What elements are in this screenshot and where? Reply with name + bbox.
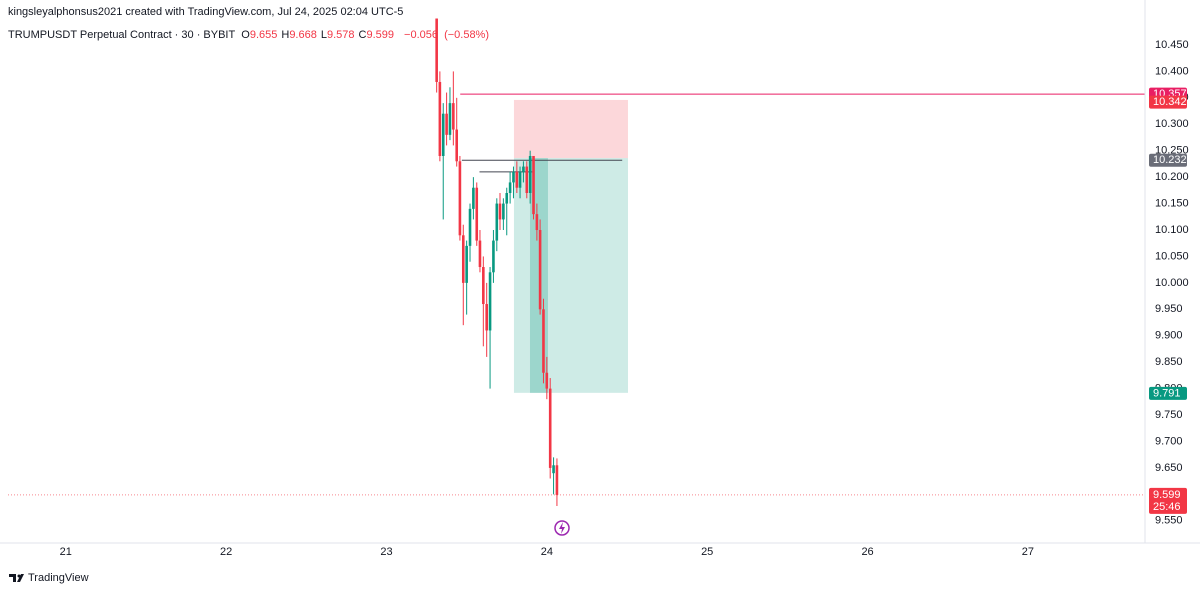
y-tick-label: 10.300 bbox=[1155, 118, 1189, 130]
ohlc-value: 9.668 bbox=[289, 29, 317, 41]
x-tick-label: 26 bbox=[861, 546, 873, 558]
candle-body bbox=[505, 193, 509, 204]
candle-body bbox=[458, 161, 462, 236]
y-tick-label: 9.850 bbox=[1155, 356, 1183, 368]
x-tick-label: 27 bbox=[1022, 546, 1034, 558]
y-tick-label: 10.100 bbox=[1155, 224, 1189, 236]
candle-body bbox=[452, 103, 455, 130]
candle-body bbox=[525, 166, 529, 193]
x-tick-label: 23 bbox=[380, 546, 392, 558]
ohlc-value: 9.599 bbox=[366, 29, 394, 41]
candle-body bbox=[512, 171, 515, 183]
candle-body bbox=[552, 465, 555, 474]
candle-body bbox=[502, 203, 505, 220]
candle-body bbox=[538, 230, 542, 310]
y-tick-label: 9.950 bbox=[1155, 303, 1183, 315]
change: −0.056 bbox=[404, 29, 438, 41]
candle-body bbox=[532, 155, 535, 215]
ohlc-label: H bbox=[281, 29, 290, 41]
y-tick-label: 9.750 bbox=[1155, 409, 1183, 421]
last-price-label: 9.599 bbox=[1153, 489, 1181, 501]
ohlc: O9.655 H9.668 L9.578 C9.599 bbox=[241, 29, 398, 41]
y-tick-label: 10.250 bbox=[1155, 145, 1189, 157]
x-tick-label: 25 bbox=[701, 546, 713, 558]
y-tick-label: 10.150 bbox=[1155, 197, 1189, 209]
candle-body bbox=[482, 267, 485, 305]
y-tick-label: 10.050 bbox=[1155, 250, 1189, 262]
y-tick-label: 9.650 bbox=[1155, 462, 1183, 474]
brand-logo bbox=[9, 574, 24, 582]
candle-body bbox=[535, 214, 539, 231]
ohlc-label: O bbox=[241, 29, 250, 41]
y-tick-label: 9.550 bbox=[1155, 515, 1183, 527]
candle-body bbox=[508, 182, 512, 193]
y-tick-label: 10.450 bbox=[1155, 39, 1189, 51]
candle-body bbox=[495, 203, 499, 241]
x-tick-label: 21 bbox=[60, 546, 72, 558]
candle-body bbox=[465, 245, 468, 283]
candle-body bbox=[478, 240, 482, 268]
ohlc-value: 9.655 bbox=[249, 29, 278, 41]
candle-body bbox=[445, 113, 448, 135]
symbol: TRUMPUSDT Perpetual Contract · 30 · BYBI… bbox=[8, 29, 236, 41]
candle-body bbox=[518, 171, 522, 188]
y-tick-label: 10.400 bbox=[1155, 65, 1189, 77]
x-tick-label: 24 bbox=[541, 546, 553, 558]
candle-body bbox=[545, 372, 549, 389]
price-tag-label: 9.791 bbox=[1153, 387, 1181, 399]
ohlc-value: 9.578 bbox=[326, 29, 355, 41]
price-tag-label: 10.232 bbox=[1153, 154, 1187, 166]
price-tag bbox=[1149, 386, 1187, 400]
candle-body bbox=[542, 309, 545, 373]
y-tick-label: 10.200 bbox=[1155, 171, 1189, 183]
candle-body bbox=[438, 81, 442, 156]
alert-icon bbox=[554, 520, 570, 536]
candle-body bbox=[548, 388, 552, 468]
candle-body bbox=[461, 235, 465, 283]
y-tick-label: 10.000 bbox=[1155, 277, 1189, 289]
candle-body bbox=[488, 272, 492, 331]
candle-body bbox=[528, 155, 532, 193]
candle-body bbox=[468, 208, 472, 246]
price-tag-label: 10.342 bbox=[1153, 96, 1187, 108]
attribution: kingsleyalphonsus2021 created with Tradi… bbox=[8, 6, 404, 18]
candle-body bbox=[485, 304, 488, 331]
last-price-tag bbox=[1149, 487, 1187, 514]
candle-body bbox=[475, 187, 479, 241]
candle-body bbox=[448, 103, 452, 135]
stop-zone bbox=[513, 99, 628, 159]
brand-name: TradingView bbox=[28, 572, 89, 584]
y-tick-label: 9.700 bbox=[1155, 435, 1183, 447]
candle-body bbox=[555, 465, 559, 495]
ohlc-label: L bbox=[320, 29, 327, 41]
legend: TRUMPUSDT Perpetual Contract · 30 · BYBI… bbox=[8, 29, 492, 41]
candle-body bbox=[472, 187, 475, 209]
change-pct: (−0.58%) bbox=[444, 29, 490, 41]
candle-body bbox=[498, 203, 502, 220]
y-tick-label: 9.900 bbox=[1155, 330, 1183, 342]
candle-body bbox=[515, 171, 519, 188]
plot bbox=[8, 18, 1145, 506]
candle-body bbox=[522, 166, 525, 172]
price-tag bbox=[1149, 153, 1187, 167]
ohlc-label: C bbox=[358, 29, 367, 41]
x-tick-label: 22 bbox=[220, 546, 232, 558]
countdown: 25:46 bbox=[1153, 501, 1181, 513]
candle-body bbox=[492, 240, 495, 273]
candle-body bbox=[441, 113, 445, 156]
price-tag bbox=[1149, 95, 1187, 109]
candle-body bbox=[455, 129, 459, 162]
candle-body bbox=[435, 18, 438, 82]
